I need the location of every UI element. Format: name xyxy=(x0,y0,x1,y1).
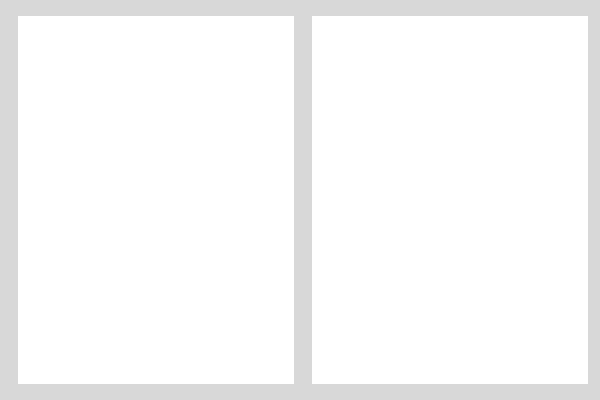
X-axis label: Wavelength(nm): Wavelength(nm) xyxy=(433,357,503,366)
Text: Absorption: Absorption xyxy=(517,65,569,75)
Y-axis label: Emission cross-section(10⁻²⁰cm²): Emission cross-section(10⁻²⁰cm²) xyxy=(33,130,42,270)
Text: Emission: Emission xyxy=(226,65,269,75)
X-axis label: Wavelength(nm): Wavelength(nm) xyxy=(133,357,203,366)
Y-axis label: Absorption cross-section(10⁻²¹cm²): Absorption cross-section(10⁻²¹cm²) xyxy=(340,126,349,274)
